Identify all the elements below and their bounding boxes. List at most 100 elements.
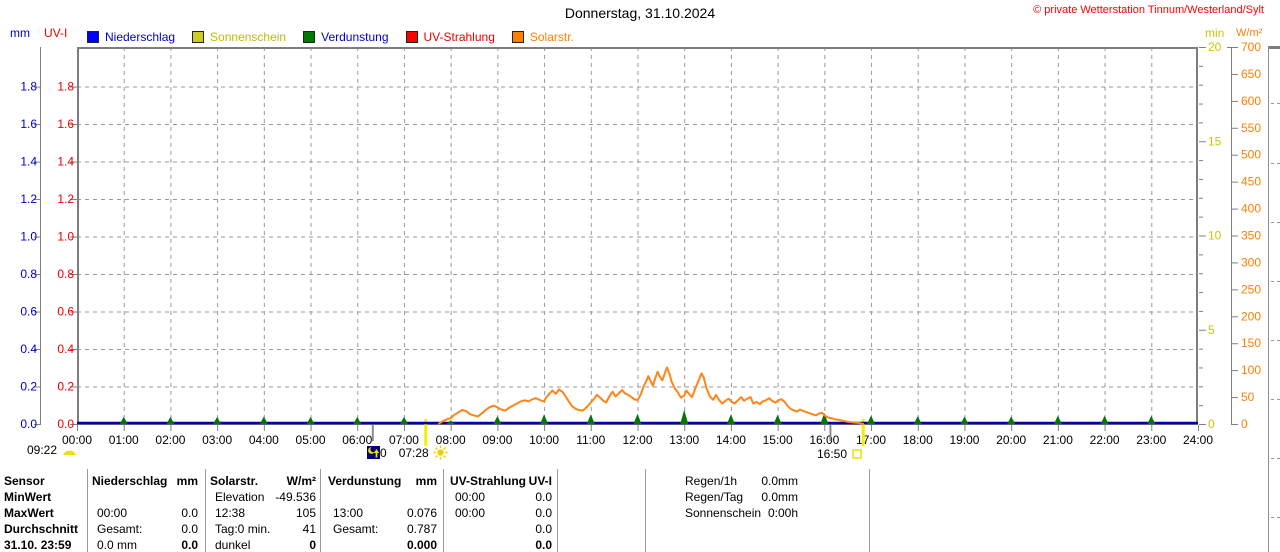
wm2-tick-label: 150 <box>1241 336 1261 350</box>
mm-tick-label: 0.6 <box>20 305 37 319</box>
axis-mm: 0.0 0.2 0.4 0.6 0.8 1.0 1.2 1.4 1.6 1.8 <box>20 47 41 431</box>
legend-label: Sonnenschein <box>210 30 287 44</box>
table-divider <box>869 469 870 552</box>
table-divider <box>205 469 206 552</box>
x-tick-label: 23:00 <box>1136 433 1166 447</box>
x-tick-label: 15:00 <box>763 433 793 447</box>
verdunstung-triangle <box>353 416 362 424</box>
verdunstung-triangle <box>119 416 128 424</box>
x-tick-label: 21:00 <box>1043 433 1073 447</box>
verdunstung-triangle <box>213 416 222 424</box>
copyright-label: © private Wetterstation Tinnum/Westerlan… <box>1033 4 1264 16</box>
uvi-tick-label: 0.2 <box>57 380 74 394</box>
table-cell: 0 <box>309 538 316 552</box>
table-divider <box>645 469 646 552</box>
x-tick-label: 20:00 <box>996 433 1026 447</box>
x-tick-label: 03:00 <box>202 433 232 447</box>
table-divider <box>87 469 88 552</box>
legend-item-uvstrahlung: UV-Strahlung <box>405 30 495 44</box>
legend-label: UV-Strahlung <box>423 30 495 44</box>
x-tick-label: 10:00 <box>529 433 559 447</box>
x-tick-label: 11:00 <box>576 433 605 447</box>
verdunstung-triangle <box>1053 415 1062 424</box>
wm2-tick-label: 0 <box>1241 417 1248 431</box>
legend-label: Verdunstung <box>321 30 389 44</box>
table-cell: 0.0 <box>181 506 198 520</box>
table-extra-value: 0:00h <box>767 506 798 520</box>
table-cell: 00:00 <box>97 506 128 520</box>
table-col-name: UV-Strahlung <box>450 474 527 488</box>
x-tick-label: 07:00 <box>389 433 419 447</box>
axis-min: 0 5 10 15 20 <box>1199 40 1222 431</box>
uvi-tick-label: 0.8 <box>57 267 74 281</box>
x-tick-label: 14:00 <box>716 433 746 447</box>
verdunstung-triangle <box>913 416 922 424</box>
table-col-name: Niederschlag <box>92 474 168 488</box>
verdunstung-triangle <box>166 416 175 424</box>
uvi-tick-label: 0.4 <box>57 342 74 356</box>
x-tick-label: 16:00 <box>809 433 839 447</box>
legend-swatch <box>405 31 418 43</box>
x-tick-label: 19:00 <box>949 433 979 447</box>
wm2-tick-label: 500 <box>1241 148 1261 162</box>
table-cell: 00:00 <box>455 506 486 520</box>
table-row-label: MaxWert <box>4 506 54 520</box>
legend-swatch <box>511 31 524 43</box>
mm-tick-label: 1.8 <box>20 80 37 94</box>
wm2-tick-label: 700 <box>1241 40 1261 54</box>
table-cell: 0.787 <box>406 522 437 536</box>
x-tick-label: 06:00 <box>342 433 372 447</box>
table-row-label: Durchschnitt <box>4 522 79 536</box>
verdunstung-triangle <box>1100 415 1109 424</box>
verdunstung-triangle <box>493 416 502 424</box>
table-cell: Elevation <box>215 490 265 504</box>
uvi-tick-label: 1.6 <box>57 117 74 131</box>
mm-tick-label: 1.2 <box>20 192 37 206</box>
uvi-tick-label: 1.8 <box>57 80 74 94</box>
wm2-tick-label: 350 <box>1241 229 1261 243</box>
table-col-unit: mm <box>415 474 437 488</box>
verdunstung-triangle <box>306 416 315 424</box>
axis-unit-mm: mm <box>10 26 30 40</box>
table-cell: 13:00 <box>333 506 364 520</box>
table-cell: -49.536 <box>275 490 316 504</box>
table-extra-label: Regen/Tag <box>685 490 744 504</box>
x-tick-label: 04:00 <box>249 433 279 447</box>
moonrise-icon <box>367 446 380 459</box>
legend-label: Niederschlag <box>105 30 176 44</box>
mm-tick-label: 0.8 <box>20 267 37 281</box>
uvi-tick-label: 0.6 <box>57 305 74 319</box>
x-tick-label: 17:00 <box>856 433 886 447</box>
table-extra-label: Sonnenschein <box>685 506 762 520</box>
verdunstung-triangle <box>820 412 829 424</box>
table-row-label: Sensor <box>4 474 45 488</box>
table-divider <box>320 469 321 552</box>
mm-tick-label: 0.2 <box>20 380 37 394</box>
table-cell: 0.0 <box>535 522 552 536</box>
x-tick-label: 05:00 <box>296 433 326 447</box>
sun-event-tick <box>424 419 428 446</box>
legend-swatch <box>303 31 316 43</box>
wm2-tick-label: 400 <box>1241 202 1261 216</box>
table-cell: 105 <box>295 506 316 520</box>
table-col-unit: W/m² <box>286 474 316 488</box>
axis-wm2: 0 50 100 150 200 250 300 350 400 450 500 550 600 650 7… <box>1227 40 1261 431</box>
verdunstung-triangle <box>680 409 689 424</box>
mm-tick-label: 1.0 <box>20 230 37 244</box>
verdunstung-triangle <box>773 414 782 424</box>
verdunstung-triangle <box>1147 415 1156 424</box>
gray-event-tick <box>371 425 374 441</box>
x-tick-label: 12:00 <box>622 433 652 447</box>
legend: Niederschlag Sonnenschein Verdunstung UV-St… <box>87 30 574 44</box>
min-tick-label: 5 <box>1208 323 1215 337</box>
verdunstung-triangle <box>1007 416 1016 424</box>
table-cell: Gesamt: <box>333 522 379 536</box>
min-tick-label: 15 <box>1208 134 1222 148</box>
right-edge-axis <box>1268 46 1280 552</box>
moonset-time: 09:22 <box>27 443 58 457</box>
min-tick-label: 10 <box>1208 229 1222 243</box>
sun-event-tick <box>861 419 865 446</box>
table-cell: 0.0 mm <box>97 538 138 552</box>
verdunstung-triangle <box>960 416 969 424</box>
